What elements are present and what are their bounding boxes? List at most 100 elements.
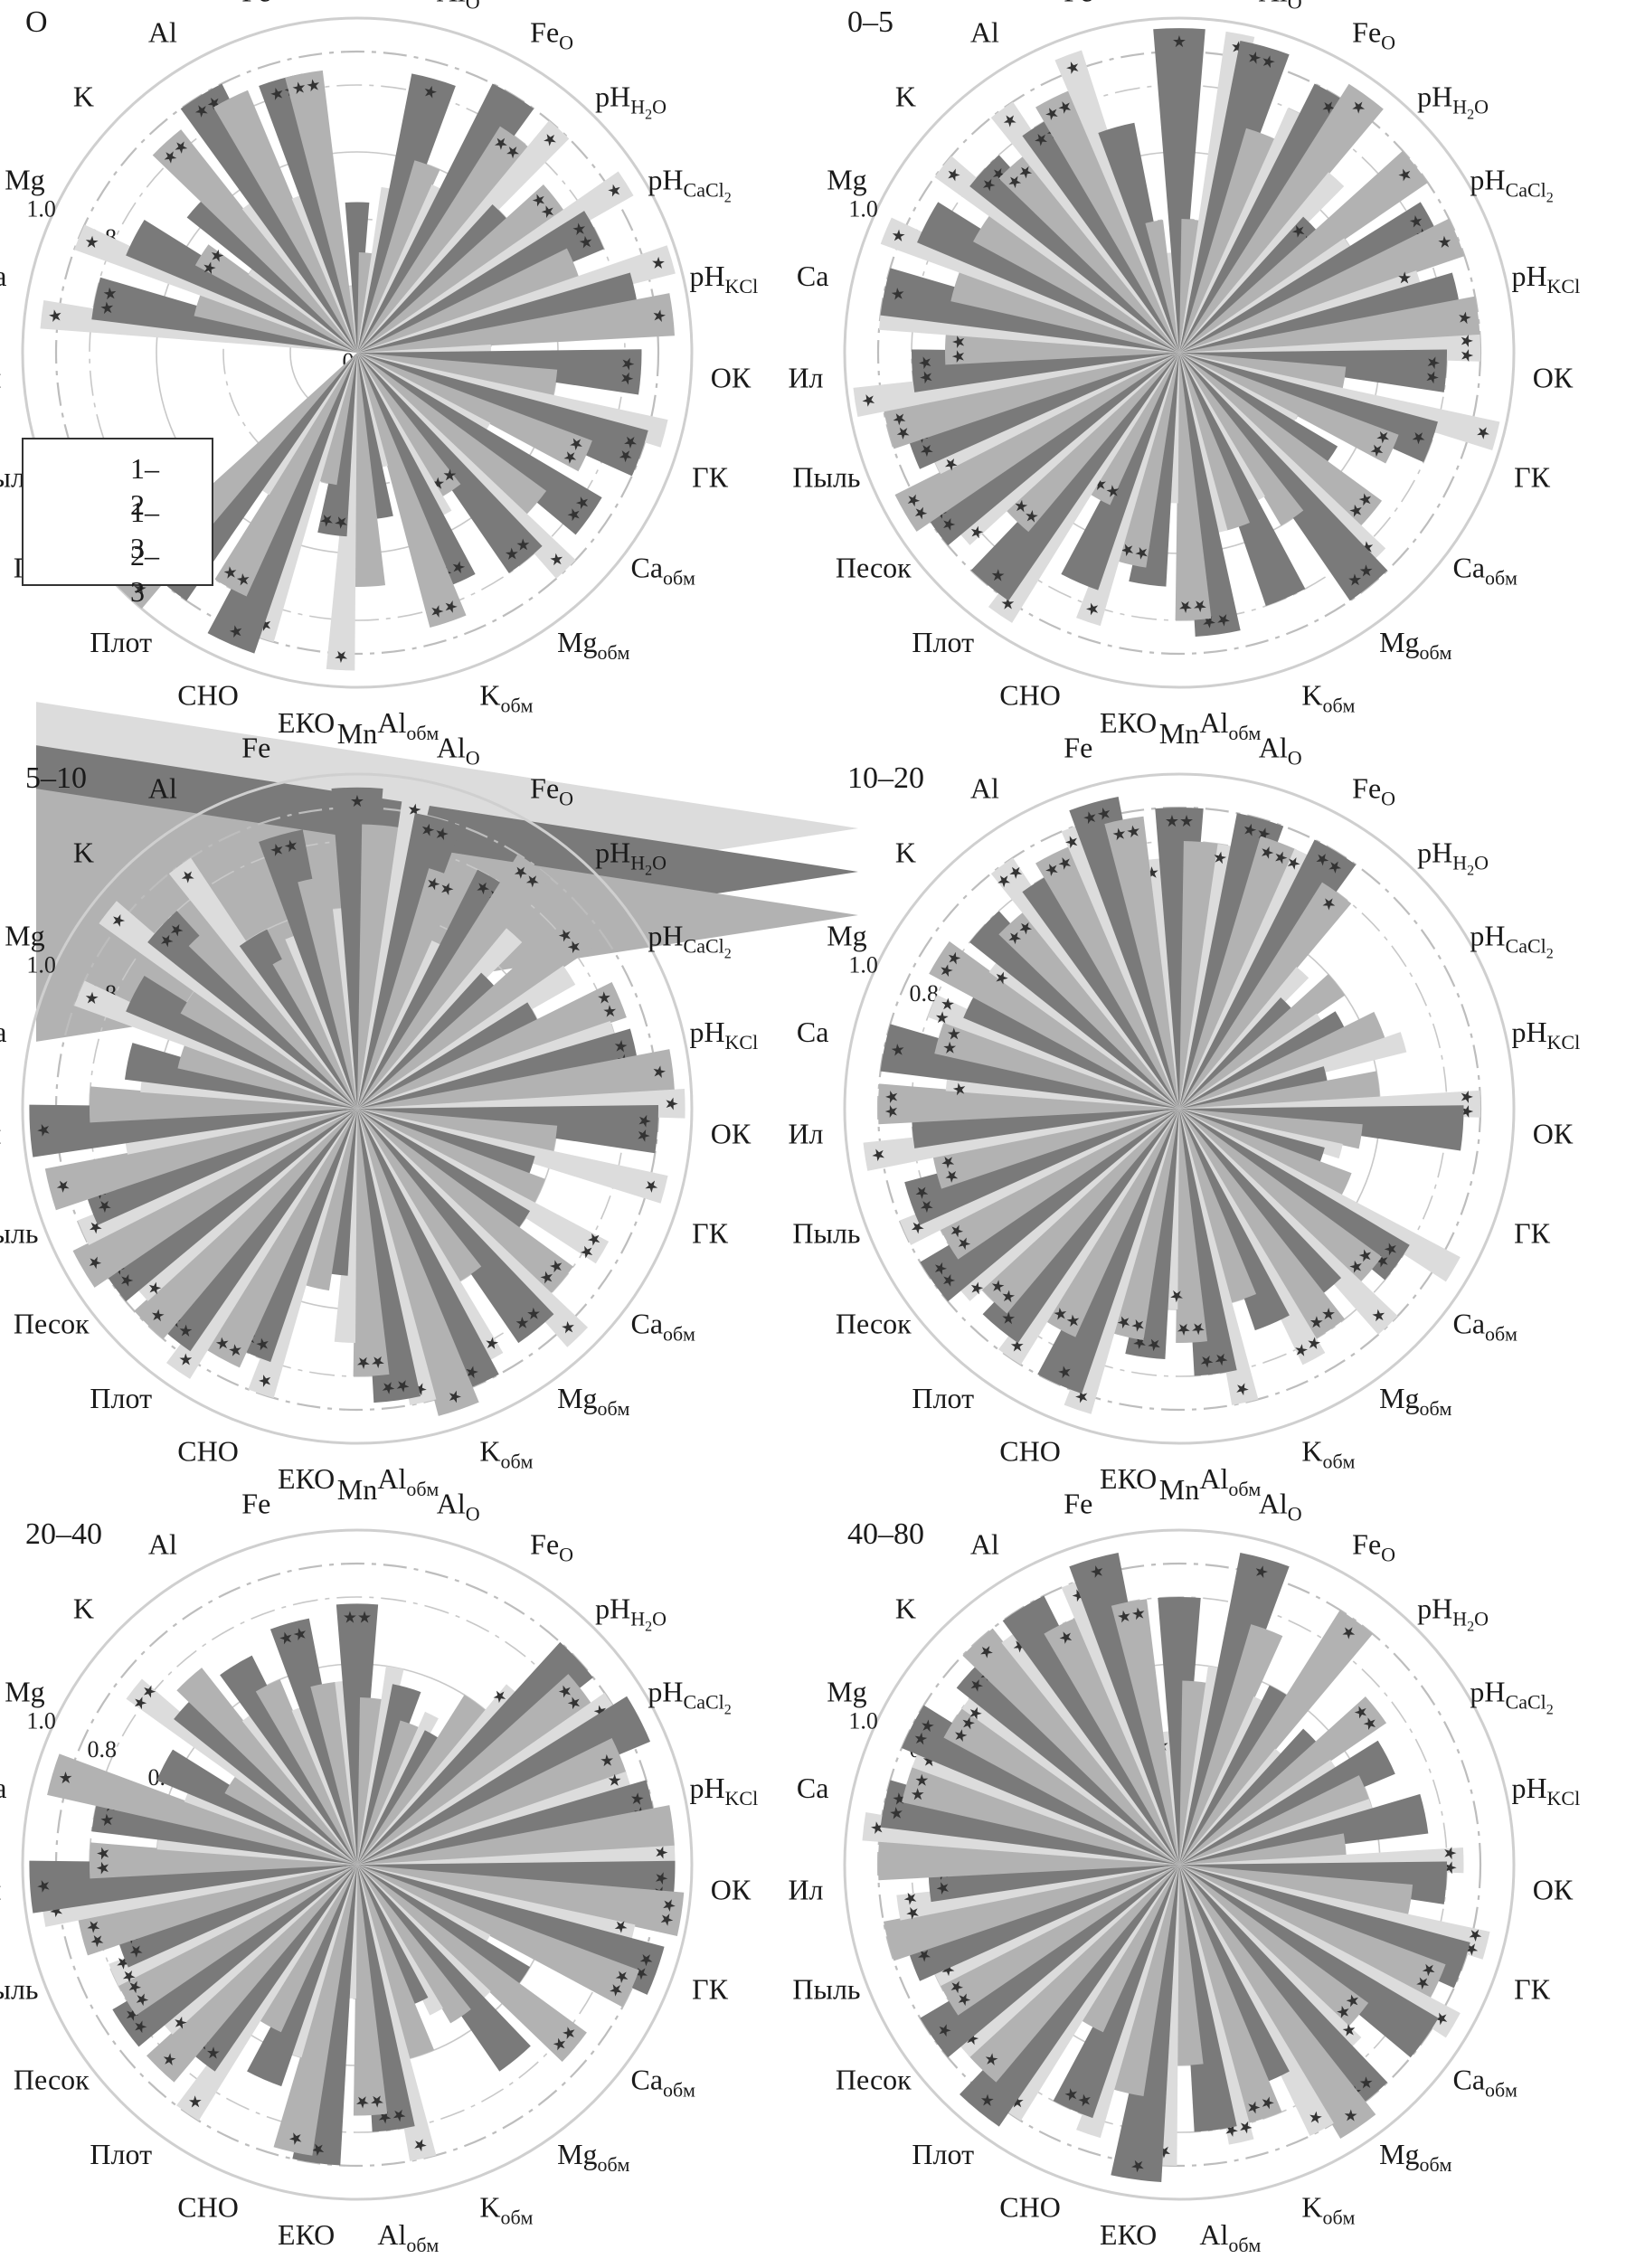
bar-mgобм-3 (1179, 1865, 1376, 2139)
category-label: Плот (90, 1382, 152, 1414)
bar-phcacl2-2 (1179, 202, 1442, 353)
radial-tick-label: 1.0 (848, 952, 878, 978)
outer-circle (21, 772, 694, 1445)
bar-al-1 (990, 857, 1179, 1109)
category-label: Kобм (479, 1435, 533, 1473)
bar-caобм-3 (357, 1109, 573, 1295)
bar-гк-3 (1179, 1865, 1446, 1999)
bar-al-2 (239, 929, 357, 1109)
category-label: Caобм (630, 1308, 695, 1346)
significance-stars: ★ (421, 81, 440, 104)
significance-stars: ★★ (355, 2091, 384, 2112)
significance-stars: ★ (80, 232, 104, 253)
bar-fe-3 (298, 875, 357, 1109)
significance-stars: ★ (647, 253, 669, 272)
bar-ил-1 (41, 1865, 358, 1927)
bar-ил-1 (853, 353, 1179, 418)
category-label: pHCaCl2 (648, 920, 731, 962)
bar-плот-2 (184, 1865, 357, 2072)
bar-fe-1 (1061, 822, 1179, 1109)
radial-tick-label: 1.0 (26, 952, 56, 978)
bar-ил-1 (863, 1109, 1179, 1171)
bar-alобм-3 (1175, 353, 1212, 621)
significance-stars: ★ (858, 392, 879, 409)
panel-title: 5–10 (25, 761, 87, 795)
category-label: Alобм (377, 1462, 439, 1500)
category-label: K (895, 80, 916, 112)
category-label: СНО (999, 1435, 1061, 1468)
bar-phh2o-3 (357, 918, 592, 1109)
category-label: ОК (1533, 1117, 1574, 1149)
bar-kобм-2 (1179, 1109, 1290, 1331)
significance-stars: ★ (334, 647, 349, 666)
category-label: pHCaCl2 (1470, 164, 1553, 206)
bar-phkcl-1 (357, 1021, 618, 1109)
bar-плот-2 (970, 353, 1179, 601)
bar-phkcl-2 (357, 272, 640, 353)
bar-плот-3 (134, 1109, 357, 1339)
category-label: ГК (692, 1217, 729, 1250)
bar-пыль-1 (899, 1109, 1179, 1245)
category-label: Kобм (1301, 2191, 1355, 2229)
category-label: Mg (5, 920, 44, 952)
category-label: Alобм (1199, 2218, 1261, 2256)
category-label: Fe (1064, 1487, 1092, 1519)
bar-kобм-2 (357, 1865, 429, 2008)
bar-phkcl-1 (357, 1771, 634, 1865)
bar-al-1 (168, 857, 357, 1109)
bar-сно-3 (1045, 1109, 1179, 1337)
bar-alo-3 (1179, 128, 1276, 353)
category-label: Ca (797, 1016, 829, 1048)
category-label: FeO (530, 1527, 573, 1565)
bar-плот-3 (147, 1865, 357, 2083)
bar-phcacl2-1 (1179, 1013, 1325, 1109)
bar-песок-3 (72, 1109, 357, 1288)
category-label: Fe (241, 1487, 270, 1519)
bar-гк-3 (357, 1865, 639, 2008)
category-label: Ил (0, 1873, 2, 1905)
category-label: pHCaCl2 (648, 1676, 731, 1718)
bar-al-2 (220, 1655, 357, 1865)
bar-kобм-3 (357, 1865, 435, 2059)
bar-пыль-3 (44, 1109, 357, 1211)
bar-phkcl-3 (357, 1805, 675, 1865)
bars: ★★★★★★★★★★★★★★★★★★★★★★★★★★★★★★★★★★★★★★★★… (29, 787, 685, 1416)
bar-caобм-3 (357, 353, 547, 515)
bar-alобм-1 (357, 1109, 437, 1405)
category-label: Al (148, 15, 177, 48)
bar-phcacl2-1 (1179, 238, 1354, 353)
bar-mgобм-3 (357, 353, 461, 497)
panel-10-20: 10–20 00.20.40.60.81.0+★★★★★★★★★★★★★★★★★… (788, 717, 1644, 1512)
bar-kобм-1 (1179, 353, 1265, 504)
bar-k-3 (176, 1668, 357, 1865)
category-label: СНО (177, 1435, 239, 1468)
bar-k-3 (962, 1628, 1179, 1865)
bar-сно-3 (205, 1109, 357, 1368)
bar-fe-2 (1069, 1553, 1179, 1865)
category-label: pHCaCl2 (648, 164, 731, 206)
bars: ★★★★★★★★★★★★★★★★★★★★★★★★★★★★★★★★★★★★★★★★… (853, 28, 1500, 638)
legend-label: 1–3 (130, 496, 159, 564)
bar-fe-3 (1111, 1599, 1179, 1865)
category-label: ОК (711, 361, 752, 393)
legend-label: 2–3 (130, 539, 159, 608)
category-label: СНО (999, 679, 1061, 712)
bar-alобм-3 (354, 353, 386, 587)
category-label: K (73, 1592, 94, 1624)
bar-phkcl-3 (1179, 1833, 1347, 1865)
significance-stars: ★ (1088, 1561, 1107, 1583)
category-label: ЕКО (1100, 2218, 1157, 2251)
bar-phcacl2-3 (1179, 1011, 1385, 1109)
significance-stars: ★ (648, 307, 669, 325)
bar-плот-2 (982, 1109, 1179, 1344)
category-label: Песок (14, 2064, 90, 2096)
bar-caобм-3 (357, 1865, 587, 2063)
category-label: Mn (337, 717, 377, 750)
category-label: pHCaCl2 (1470, 920, 1553, 962)
significance-stars: ★★ (617, 356, 638, 387)
category-label: FeO (1352, 1527, 1395, 1565)
bar-phkcl-1 (357, 245, 676, 353)
bar-ca-3 (194, 294, 357, 353)
category-label: Kобм (1301, 1435, 1355, 1473)
bar-k-3 (998, 912, 1179, 1109)
